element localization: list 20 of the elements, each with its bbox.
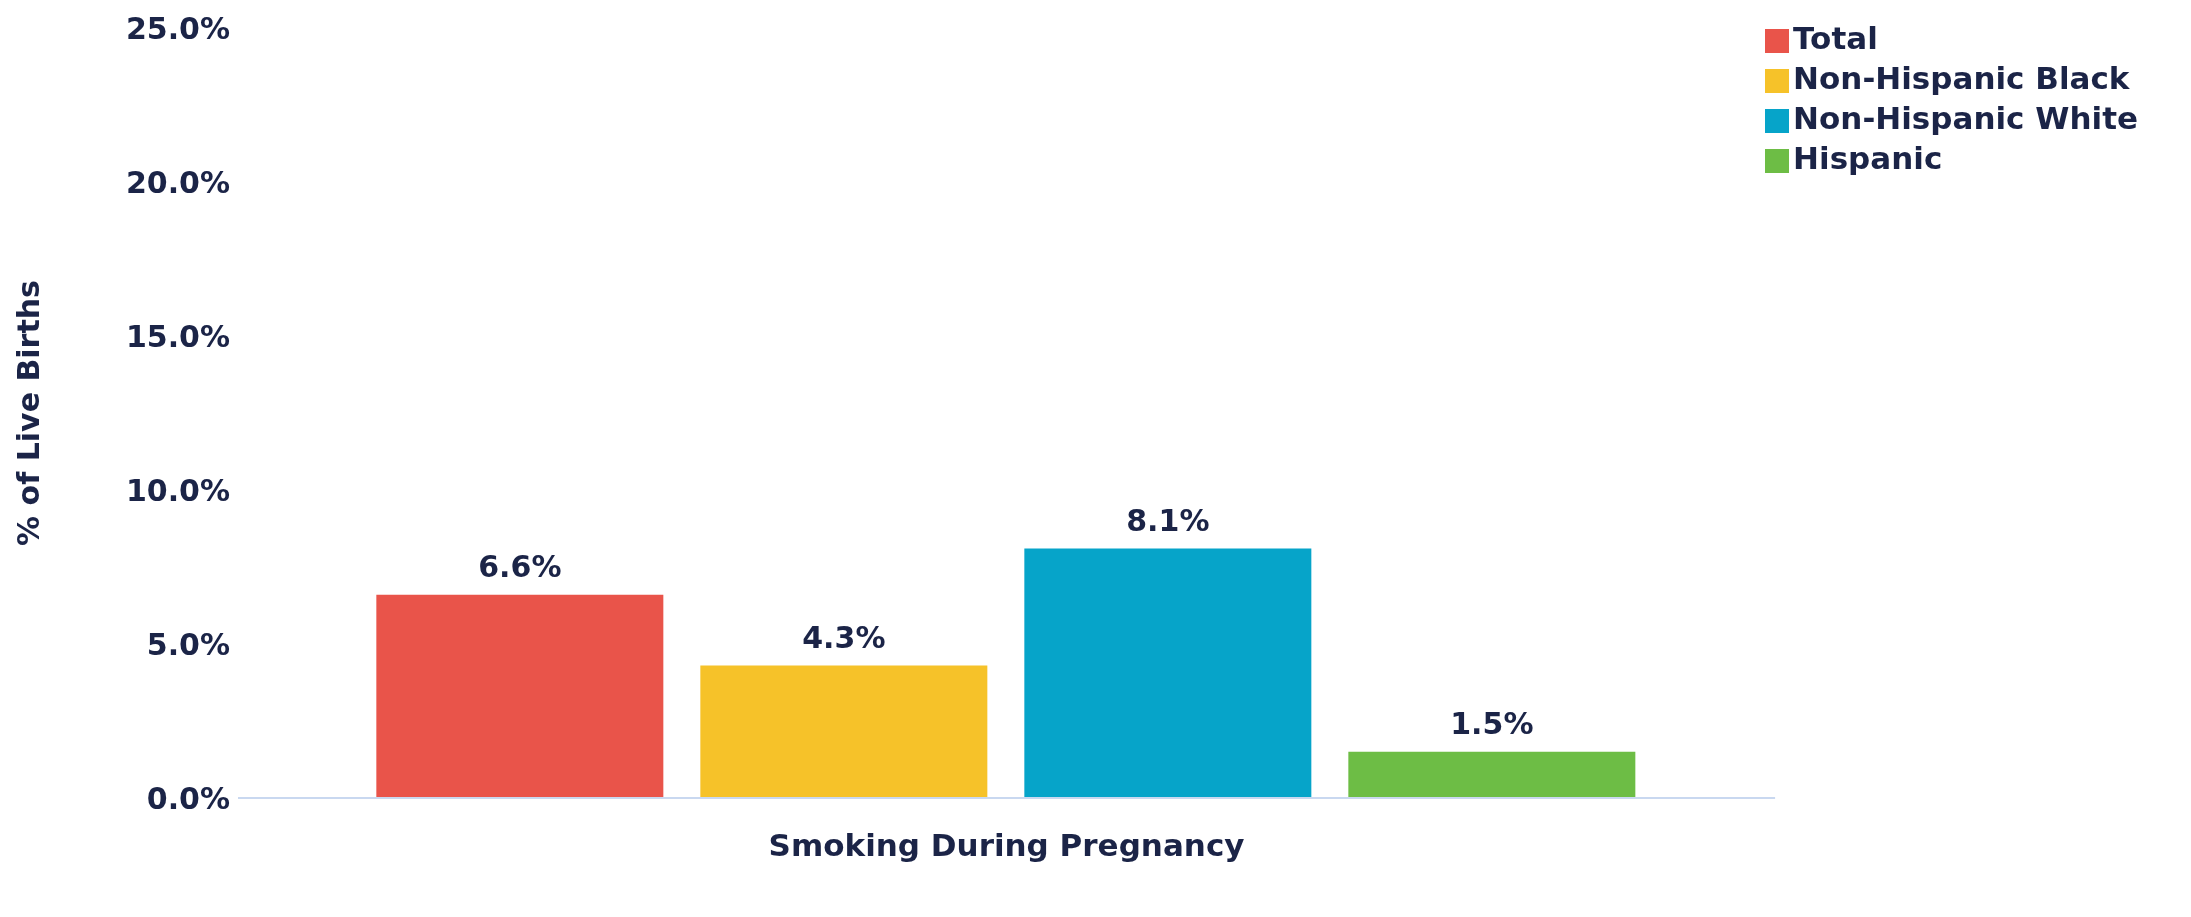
legend-label: Non-Hispanic Black: [1793, 60, 2130, 96]
x-tick-label: Smoking During Pregnancy: [768, 827, 1245, 864]
data-label: 1.5%: [1450, 705, 1534, 741]
bar: [376, 594, 664, 798]
legend-label: Total: [1793, 20, 1878, 56]
legend-label: Non-Hispanic White: [1793, 100, 2138, 136]
y-tick-label: 15.0%: [125, 318, 230, 354]
data-label: 4.3%: [802, 619, 886, 655]
y-tick-label: 0.0%: [146, 780, 230, 816]
bar: [700, 665, 988, 798]
y-tick-label: 5.0%: [146, 626, 230, 662]
data-label: 6.6%: [478, 548, 562, 584]
y-tick-label: 25.0%: [125, 10, 230, 46]
data-label: 8.1%: [1126, 502, 1210, 538]
y-tick-label: 10.0%: [125, 472, 230, 508]
legend-label: Hispanic: [1793, 140, 1943, 176]
y-tick-label: 20.0%: [125, 164, 230, 200]
y-axis-title: % of Live Births: [10, 280, 46, 546]
bar: [1348, 751, 1636, 798]
bar: [1024, 548, 1312, 798]
